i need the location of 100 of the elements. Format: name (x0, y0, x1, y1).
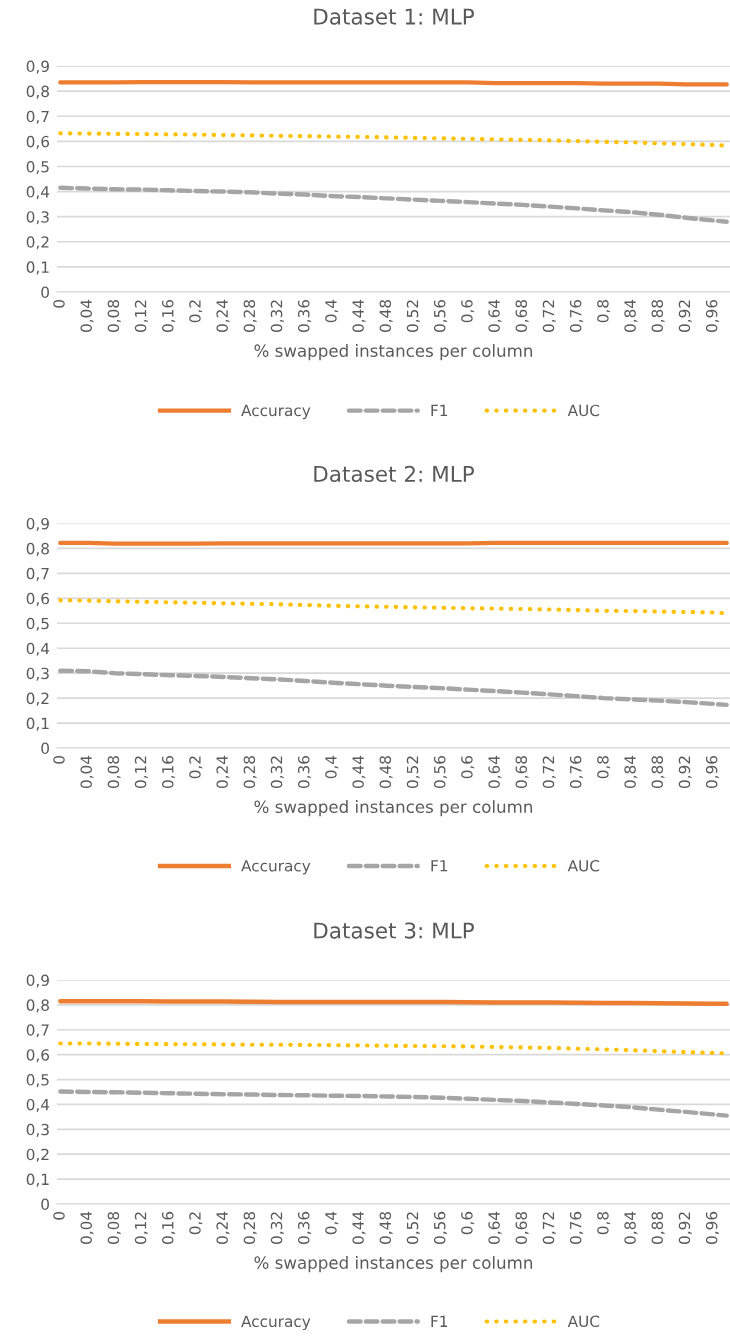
x-tick-label: 0,68 (515, 1211, 529, 1244)
y-tick-label: 0,3 (26, 667, 49, 681)
x-axis-title: % swapped instances per column (254, 1256, 532, 1273)
x-tick-label: 0,84 (624, 755, 638, 789)
x-tick-label: 0,52 (406, 756, 420, 789)
x-tick-label: 0,28 (243, 299, 257, 332)
x-tick-label: 0,92 (678, 756, 692, 789)
x-axis-title: % swapped instances per column (254, 800, 532, 817)
x-tick-label: 0,24 (216, 755, 230, 789)
x-tick-label: 0,56 (433, 1211, 448, 1244)
x-tick-label: 0,92 (678, 300, 692, 332)
x-tick-label: 0,48 (379, 1211, 393, 1244)
y-tick-label: 0,7 (26, 1024, 49, 1038)
x-tick-label: 0,8 (597, 299, 611, 323)
x-tick-label: 0,88 (651, 756, 665, 789)
x-tick-label: 0,76 (569, 299, 584, 332)
x-tick-label: 0,6 (461, 1211, 475, 1235)
y-tick-label: 0,3 (26, 211, 49, 225)
x-axis-title: % swapped instances per column (254, 344, 532, 361)
x-tick-label: 0,64 (488, 755, 502, 789)
y-tick-label: 0,2 (26, 236, 49, 250)
x-tick-label: 0,44 (352, 755, 366, 789)
legend-label: AUC (567, 1315, 600, 1328)
legend-label: F1 (431, 860, 448, 872)
y-tick-label: 0,1 (26, 261, 49, 275)
legend-label: Accuracy (241, 860, 311, 875)
y-tick-label: 0,5 (26, 160, 49, 175)
y-tick-label: 0,5 (26, 1074, 49, 1088)
x-tick-label: 0,8 (597, 1211, 611, 1235)
x-tick-label: 0,84 (624, 1211, 638, 1244)
y-tick-label: 0,6 (26, 1049, 50, 1063)
y-tick-label: 0,2 (26, 1148, 49, 1162)
line-series (58, 185, 729, 224)
x-tick-label: 0,44 (352, 1211, 366, 1244)
x-tick-label: 0,32 (270, 756, 284, 789)
chart-title: Dataset 3: MLP (314, 922, 474, 939)
x-tick-label: 0,84 (624, 299, 638, 332)
x-tick-label: 0,76 (569, 1211, 584, 1244)
y-tick-label: 0,8 (26, 85, 49, 99)
y-tick-label: 0,6 (26, 592, 50, 606)
x-tick-label: 0,6 (461, 755, 475, 779)
x-tick-label: 0,88 (651, 1211, 665, 1244)
x-tick-label: 0,28 (243, 756, 257, 789)
chart-title: Dataset 1: MLP (314, 8, 474, 25)
y-tick-label: 0,3 (26, 1123, 49, 1137)
y-tick-label: 0,9 (26, 517, 49, 532)
y-tick-label: 0 (41, 1198, 49, 1210)
x-tick-label: 0,32 (270, 300, 284, 332)
x-tick-label: 0,8 (597, 756, 611, 779)
y-tick-label: 0,4 (26, 186, 50, 200)
x-tick-label: 0,4 (325, 1211, 339, 1235)
x-tick-label: 0,92 (678, 1212, 692, 1244)
y-tick-label: 0,9 (26, 60, 49, 74)
x-tick-label: 0,4 (325, 755, 339, 779)
x-tick-label: 0,72 (542, 1212, 556, 1244)
x-tick-label: 0 (53, 299, 65, 308)
x-tick-label: 0,08 (107, 1211, 121, 1244)
x-tick-label: 0,64 (488, 299, 502, 332)
y-tick-label: 0,7 (26, 110, 49, 124)
y-tick-label: 0,9 (26, 974, 49, 988)
x-tick-label: 0,68 (515, 756, 529, 789)
x-tick-label: 0,48 (379, 299, 393, 332)
x-tick-label: 0,2 (189, 756, 203, 779)
x-tick-label: 0,96 (705, 755, 719, 789)
legend-label: AUC (567, 859, 600, 872)
x-tick-label: 0,76 (569, 755, 584, 789)
y-tick-label: 0,5 (26, 617, 49, 631)
x-tick-label: 0,44 (352, 299, 366, 332)
x-tick-label: 0,36 (297, 1211, 312, 1244)
x-tick-label: 0,24 (216, 299, 230, 332)
y-tick-label: 0,1 (26, 717, 49, 731)
x-tick-label: 0,36 (297, 299, 312, 332)
y-tick-label: 0,2 (26, 692, 49, 706)
x-tick-label: 0,2 (189, 300, 203, 323)
chart-title: Dataset 2: MLP (314, 465, 474, 483)
x-tick-label: 0,12 (134, 300, 148, 332)
y-tick-label: 0,8 (26, 999, 49, 1013)
y-tick-label: 0 (41, 742, 49, 755)
x-tick-label: 0,56 (433, 755, 448, 789)
x-tick-label: 0,68 (515, 299, 529, 332)
y-tick-label: 0,8 (26, 542, 49, 556)
line-series (58, 1089, 729, 1118)
y-tick-label: 0 (41, 286, 49, 299)
line-series (58, 668, 729, 708)
x-tick-label: 0,72 (542, 756, 556, 789)
legend-label: AUC (567, 404, 600, 417)
x-tick-label: 0,96 (705, 1211, 719, 1244)
x-tick-label: 0,16 (161, 299, 176, 332)
x-tick-label: 0,36 (297, 755, 312, 789)
legend-label: F1 (431, 1315, 448, 1327)
x-tick-label: 0,4 (325, 299, 339, 323)
x-tick-label: 0,24 (216, 1211, 230, 1244)
x-tick-label: 0,28 (243, 1211, 257, 1244)
x-tick-label: 0,48 (379, 756, 393, 789)
x-tick-label: 0,16 (161, 755, 176, 789)
x-tick-label: 0,04 (80, 299, 94, 332)
y-tick-label: 0,1 (26, 1173, 49, 1187)
x-tick-label: 0 (53, 756, 65, 764)
x-tick-label: 0,72 (542, 300, 556, 332)
x-tick-label: 0,08 (107, 756, 121, 789)
